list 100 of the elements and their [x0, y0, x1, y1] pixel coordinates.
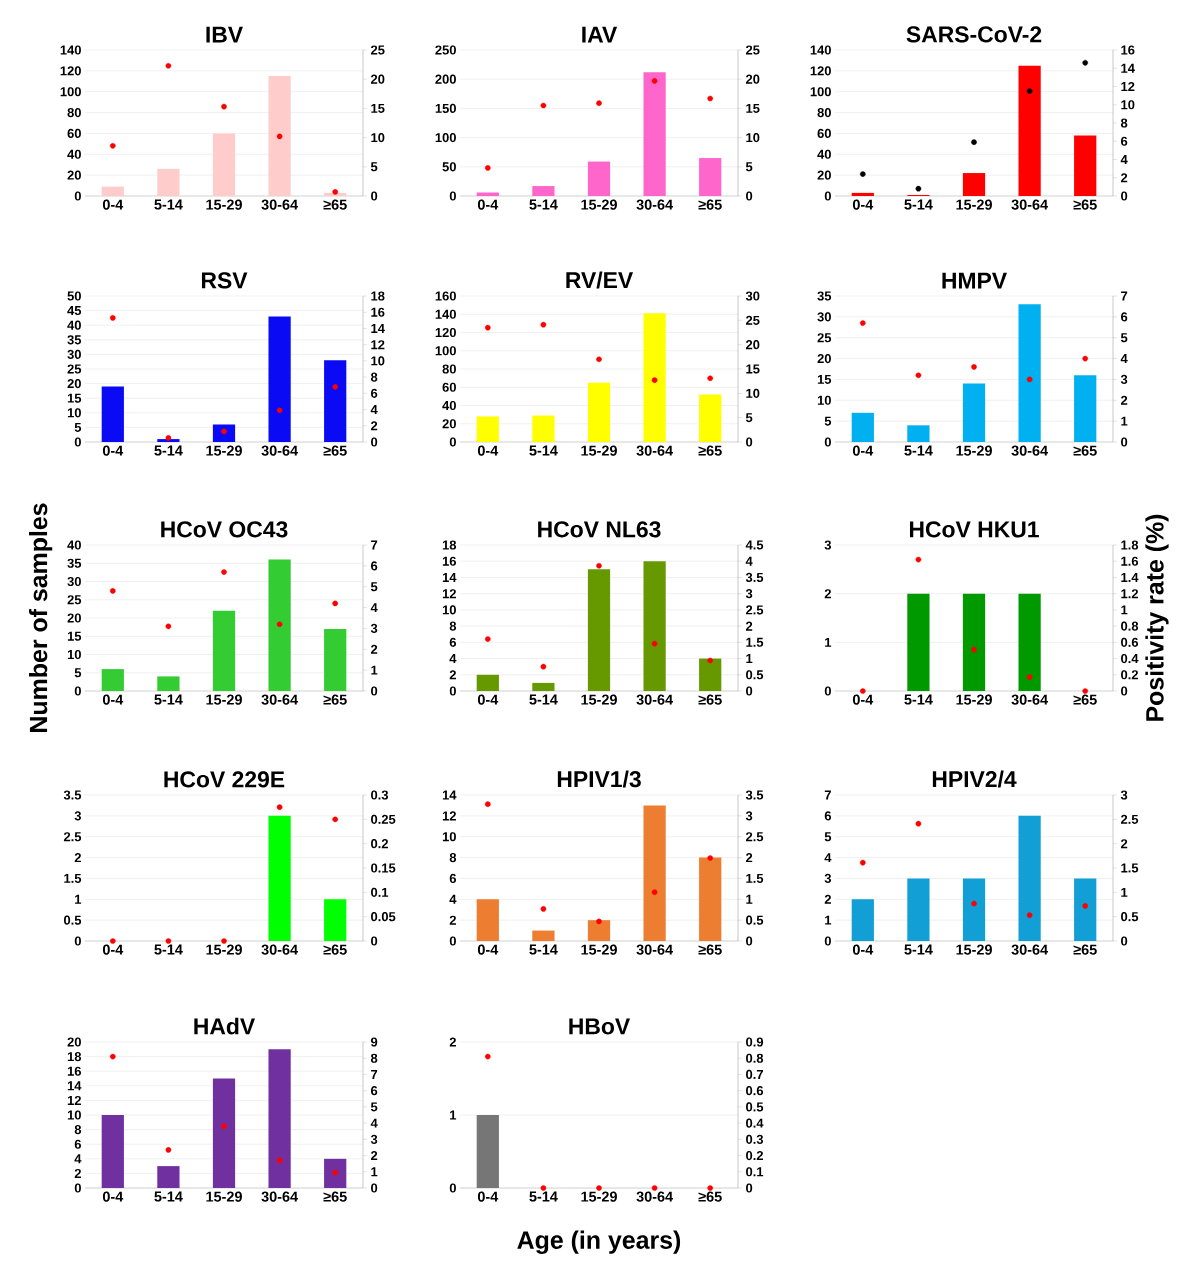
y2-tick-label: 0.5	[746, 1102, 764, 1112]
y2-tick-label: 10	[746, 133, 760, 143]
bar	[851, 899, 874, 942]
y-tick-label: 140	[435, 309, 456, 319]
y-tick-label: 200	[435, 74, 456, 84]
point	[596, 356, 602, 363]
bar	[1018, 815, 1041, 942]
x-tick-label: 5-14	[529, 944, 558, 955]
y-tick-label: 1	[450, 1110, 457, 1120]
x-tick-label: 0-4	[477, 445, 499, 456]
x-tick-label: 5-14	[529, 445, 558, 456]
point	[915, 556, 922, 563]
y-tick-label: 14	[442, 790, 457, 800]
point	[165, 435, 172, 441]
y2-tick-label: 0	[371, 437, 378, 447]
x-tick-label: 5-14	[154, 694, 183, 705]
bar	[643, 561, 666, 692]
point	[596, 100, 602, 106]
point	[276, 407, 283, 414]
bar	[1074, 375, 1097, 442]
bar	[157, 1166, 180, 1189]
bar	[907, 878, 930, 942]
x-tick-label: 5-14	[154, 1191, 183, 1202]
x-tick-label: ≥65	[323, 445, 347, 456]
x-tick-label: ≥65	[698, 944, 722, 955]
y-tick-label: 1.5	[64, 873, 82, 883]
y2-tick-label: 2.5	[1120, 814, 1139, 824]
bar	[587, 161, 611, 196]
x-tick-label: 15-29	[956, 199, 992, 210]
y2-tick-label: 5	[745, 413, 753, 423]
y-tick-label: 40	[67, 320, 81, 330]
point	[221, 938, 227, 944]
x-tick-label: 0-4	[852, 199, 874, 210]
y2-tick-label: 15	[746, 364, 760, 374]
y2-tick-label: 2.5	[745, 832, 764, 842]
y2-tick-label: 8	[1120, 118, 1128, 128]
point	[276, 133, 283, 140]
bar	[268, 76, 291, 196]
y2-tick-label: 4	[370, 1118, 378, 1128]
y2-tick-label: 6	[370, 561, 378, 571]
y-tick-label: 1	[825, 915, 832, 925]
y-tick-label: 60	[67, 128, 81, 139]
y-tick-label: 80	[442, 364, 456, 374]
y2-tick-label: 1.4	[1121, 573, 1139, 582]
chart-title: SARS-CoV-2	[906, 26, 1042, 43]
bar	[962, 383, 986, 442]
chart-title: HCoV 229E	[164, 771, 285, 788]
point	[651, 377, 658, 383]
bar	[962, 878, 986, 942]
bar	[643, 805, 666, 942]
chart-title: HCoV OC43	[161, 521, 288, 538]
y-tick-label: 35	[817, 291, 832, 301]
y2-tick-label: 1	[1121, 887, 1128, 897]
y-tick-label: 40	[817, 149, 831, 159]
y2-tick-label: 3.5	[745, 790, 764, 800]
y2-tick-label: 0.05	[371, 912, 396, 922]
y-tick-label: 0	[74, 191, 81, 201]
bar	[643, 313, 666, 442]
chart-title: RV/EV	[566, 271, 634, 289]
y-tick-label: 0	[449, 686, 456, 696]
y-tick-label: 1	[75, 894, 82, 904]
point	[860, 171, 866, 177]
point	[110, 315, 116, 321]
bar	[587, 920, 611, 942]
y2-tick-label: 2	[1120, 173, 1128, 183]
point	[485, 324, 491, 331]
point	[1026, 376, 1033, 383]
y2-tick-label: 6	[1121, 136, 1128, 146]
chart-title: RSV	[201, 272, 248, 289]
y-tick-label: 2.5	[63, 832, 82, 842]
y2-tick-label: 0.5	[746, 670, 764, 680]
y-tick-label: 3.5	[63, 790, 82, 800]
point	[971, 900, 977, 907]
y2-tick-label: 1.6	[1121, 556, 1139, 566]
y2-tick-label: 0.7	[746, 1069, 763, 1080]
bar	[212, 610, 236, 692]
point	[332, 600, 338, 607]
y2-tick-label: 0.15	[371, 863, 396, 873]
y-tick-label: 10	[67, 1110, 81, 1120]
y2-tick-label: 7	[371, 540, 378, 550]
y-tick-label: 0	[449, 191, 456, 201]
bar	[532, 930, 555, 942]
y2-tick-label: 0.5	[746, 915, 764, 925]
y-tick-label: 4	[824, 853, 832, 863]
bar	[962, 173, 986, 196]
bar	[1074, 878, 1097, 942]
y-tick-label: 100	[435, 133, 456, 143]
x-tick-label: ≥65	[1073, 445, 1097, 456]
point	[276, 621, 283, 628]
y-tick-label: 140	[810, 45, 831, 55]
y-tick-label: 4	[449, 654, 457, 664]
y-tick-label: 40	[67, 540, 81, 550]
y2-tick-label: 16	[1121, 45, 1135, 55]
y-tick-label: 5	[74, 668, 82, 678]
point	[1082, 59, 1089, 66]
y-tick-label: 30	[67, 349, 81, 359]
y2-tick-label: 2	[745, 621, 753, 631]
point	[1026, 674, 1033, 681]
y2-tick-label: 0.2	[746, 1150, 764, 1161]
bar	[157, 676, 180, 692]
